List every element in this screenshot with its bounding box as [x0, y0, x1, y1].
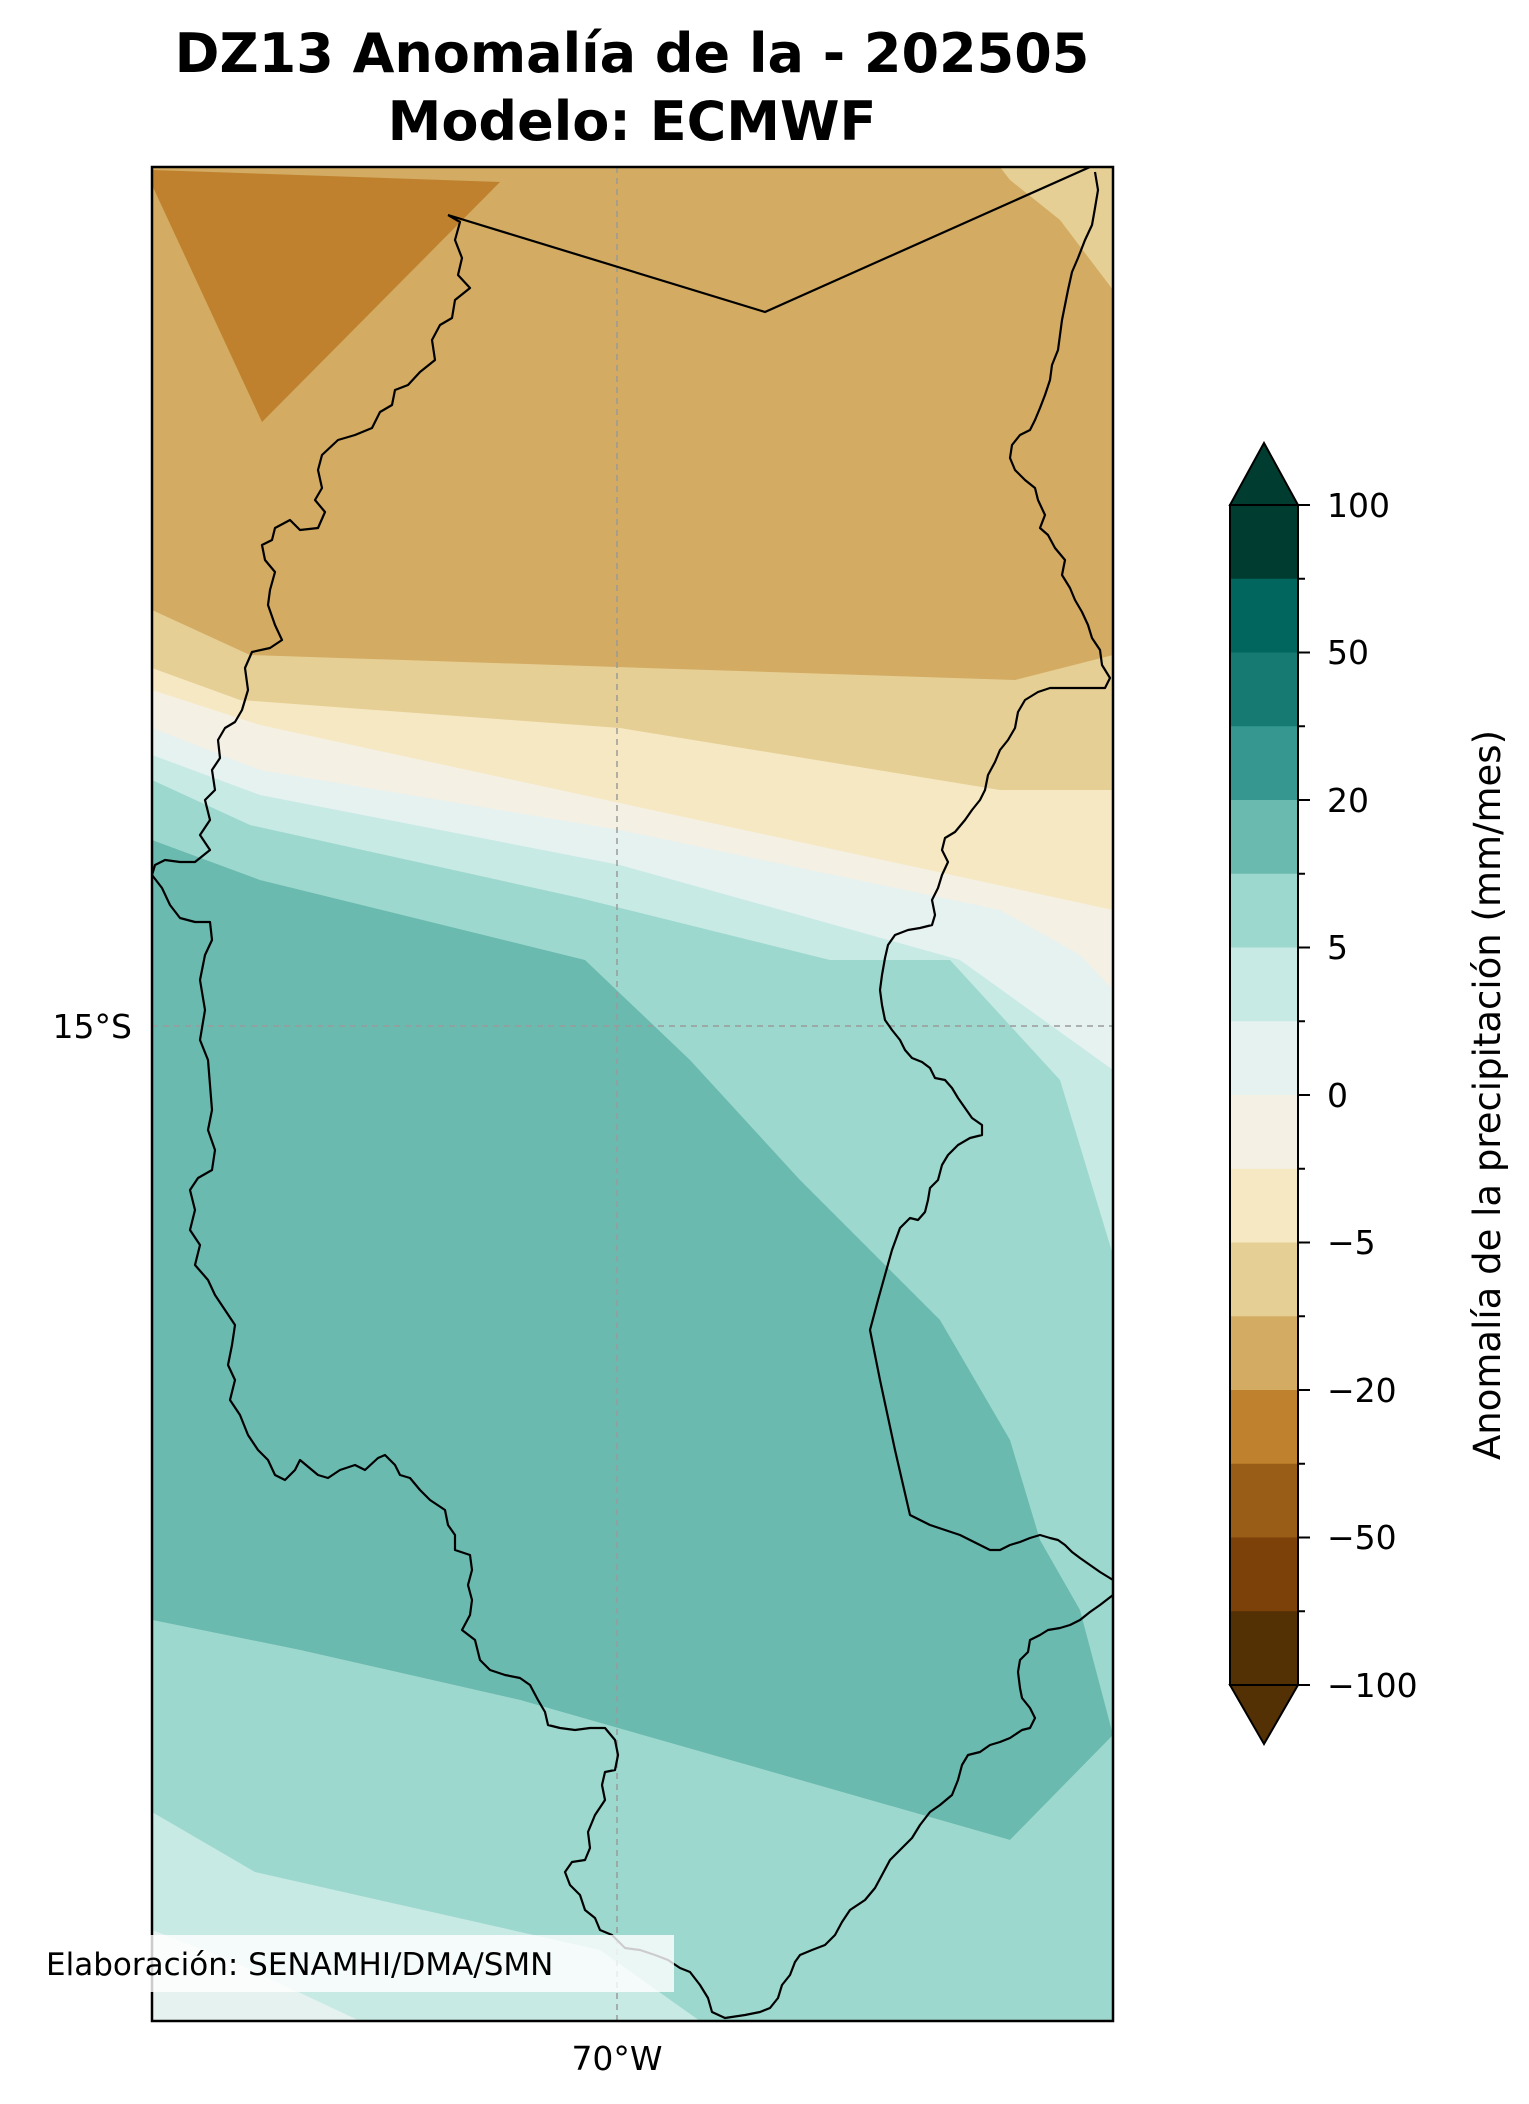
colorbar-segment	[1230, 505, 1298, 579]
title-line1: DZ13 Anomalía de la - 202505	[175, 22, 1090, 85]
colorbar-tick-label-20: 20	[1327, 781, 1369, 820]
colorbar-segments	[1230, 505, 1298, 1686]
colorbar-segment	[1230, 800, 1298, 874]
colorbar-segment	[1230, 1021, 1298, 1095]
colorbar-tick-label-50: 50	[1327, 633, 1369, 672]
colorbar-segment	[1230, 579, 1298, 653]
colorbar-segment	[1230, 1095, 1298, 1169]
colorbar-segment	[1230, 726, 1298, 800]
colorbar-segment	[1230, 1390, 1298, 1464]
colorbar-tick-label-5: 5	[1327, 928, 1348, 967]
colorbar-segment	[1230, 1611, 1298, 1685]
colorbar-tick-label-minus100: −100	[1327, 1666, 1418, 1705]
lon-label-70w: 70°W	[571, 2039, 662, 2078]
colorbar-axis-label: Anomalía de la precipitación (mm/mes)	[1466, 730, 1509, 1460]
colorbar-segment	[1230, 1464, 1298, 1538]
colorbar-tick-label-100: 100	[1327, 486, 1390, 525]
colorbar: 100 50 20 5 0 −5 −20 −50 −100 Anomalía d…	[1230, 443, 1509, 1744]
credit-text: Elaboración: SENAMHI/DMA/SMN	[46, 1947, 553, 1983]
colorbar-segment	[1230, 874, 1298, 948]
colorbar-max-extension-arrow	[1230, 443, 1298, 505]
title-line2: Modelo: ECMWF	[388, 90, 877, 153]
lat-label-15s: 15°S	[53, 1007, 132, 1046]
colorbar-tick-label-0: 0	[1327, 1076, 1348, 1115]
colorbar-segment	[1230, 1243, 1298, 1317]
colorbar-tick-label-minus5: −5	[1327, 1223, 1376, 1262]
colorbar-tick-label-minus50: −50	[1327, 1518, 1397, 1557]
map-panel	[152, 167, 1113, 2021]
colorbar-segment	[1230, 1538, 1298, 1612]
colorbar-min-extension-arrow	[1230, 1685, 1298, 1744]
colorbar-tick-label-minus20: −20	[1327, 1371, 1397, 1410]
colorbar-segment	[1230, 1169, 1298, 1243]
colorbar-ticks	[1298, 505, 1310, 1685]
colorbar-segment	[1230, 1316, 1298, 1390]
colorbar-segment	[1230, 948, 1298, 1022]
colorbar-segment	[1230, 653, 1298, 727]
